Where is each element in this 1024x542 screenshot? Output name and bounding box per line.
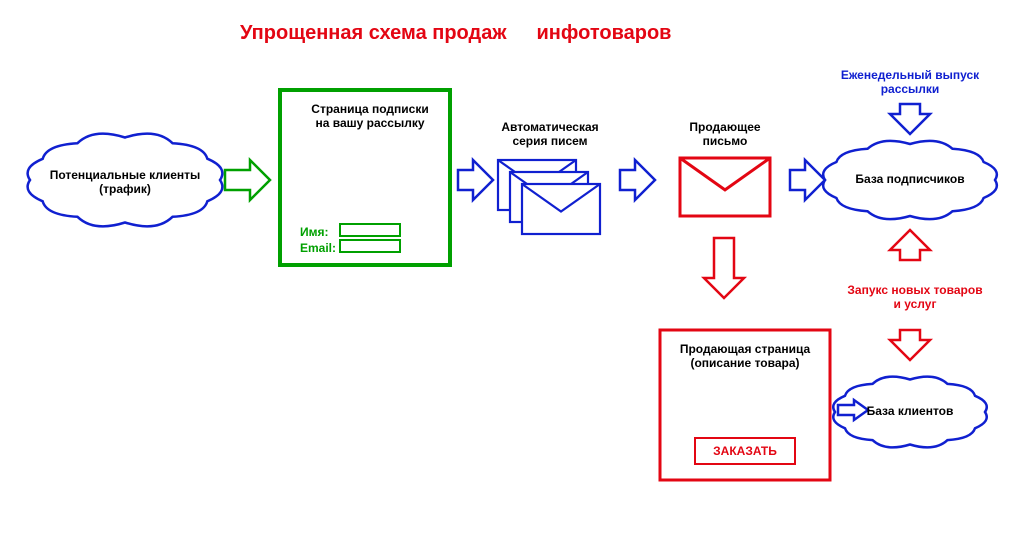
label-clients_base: База клиентов — [845, 404, 975, 418]
arr-letters-to-sell — [620, 160, 655, 200]
arr-weekly-to-subs — [890, 104, 930, 134]
rect-name-input — [340, 224, 400, 236]
arr-sell-to-page — [704, 238, 744, 298]
label-order_btn: ЗАКАЗАТЬ — [700, 444, 790, 458]
env-auto-2 — [510, 172, 588, 222]
arr-launch-to-subs — [890, 230, 930, 260]
label-auto_series: Автоматическаясерия писем — [475, 120, 625, 149]
arr-launch-to-clients — [890, 330, 930, 360]
label-selling_letter: Продающееписьмо — [670, 120, 780, 149]
env-sell — [680, 158, 770, 216]
label-traffic: Потенциальные клиенты(трафик) — [40, 168, 210, 197]
label-new_launch: Запукс новых товарови услуг — [820, 283, 1010, 312]
arr-sell-to-subs — [790, 160, 825, 200]
label-email_label: Email: — [300, 241, 340, 255]
diagram-title: Упрощенная схема продажинфотоваров — [240, 22, 671, 45]
label-subscribe_page: Страница подпискина вашу рассылку — [290, 102, 450, 131]
label-name_label: Имя: — [300, 225, 340, 239]
label-weekly: Еженедельный выпускрассылки — [820, 68, 1000, 97]
rect-email-input — [340, 240, 400, 252]
env-auto-3 — [522, 184, 600, 234]
label-subs_base: База подписчиков — [830, 172, 990, 186]
env-auto-1 — [498, 160, 576, 210]
arr-traffic-to-page — [225, 160, 270, 200]
arr-page-to-letters — [458, 160, 493, 200]
label-selling_page: Продающая страница(описание товара) — [670, 342, 820, 371]
